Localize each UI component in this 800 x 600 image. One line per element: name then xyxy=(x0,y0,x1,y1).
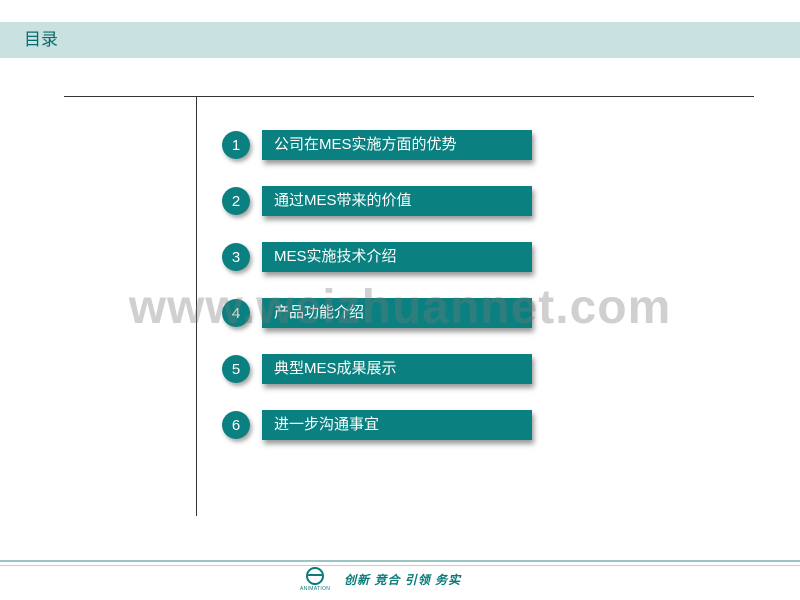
logo-icon xyxy=(306,567,324,585)
toc-label-bar: MES实施技术介绍 xyxy=(262,242,532,272)
toc-label-bar: 公司在MES实施方面的优势 xyxy=(262,130,532,160)
toc-number-badge: 2 xyxy=(222,187,250,215)
toc-item: 1 公司在MES实施方面的优势 xyxy=(222,130,532,160)
toc-label-bar: 典型MES成果展示 xyxy=(262,354,532,384)
toc-item: 3 MES实施技术介绍 xyxy=(222,242,532,272)
footer-divider-thick xyxy=(0,560,800,562)
header-band xyxy=(0,22,800,58)
toc-item: 4 产品功能介绍 xyxy=(222,298,532,328)
toc-item: 5 典型MES成果展示 xyxy=(222,354,532,384)
footer: ANIMATION 创新 竞合 引领 务实 xyxy=(300,567,461,592)
toc-number-badge: 6 xyxy=(222,411,250,439)
logo: ANIMATION xyxy=(300,567,330,592)
footer-divider-thin xyxy=(0,565,800,566)
page-title: 目录 xyxy=(24,22,58,58)
horizontal-divider xyxy=(64,96,754,97)
vertical-divider xyxy=(196,96,197,516)
toc-label-bar: 产品功能介绍 xyxy=(262,298,532,328)
toc-list: 1 公司在MES实施方面的优势 2 通过MES带来的价值 3 MES实施技术介绍… xyxy=(222,130,532,466)
toc-number-badge: 5 xyxy=(222,355,250,383)
toc-item: 2 通过MES带来的价值 xyxy=(222,186,532,216)
footer-slogan: 创新 竞合 引领 务实 xyxy=(344,571,461,588)
toc-number-badge: 1 xyxy=(222,131,250,159)
toc-label-bar: 通过MES带来的价值 xyxy=(262,186,532,216)
logo-label: ANIMATION xyxy=(300,586,330,592)
toc-number-badge: 3 xyxy=(222,243,250,271)
toc-label-bar: 进一步沟通事宜 xyxy=(262,410,532,440)
toc-item: 6 进一步沟通事宜 xyxy=(222,410,532,440)
toc-number-badge: 4 xyxy=(222,299,250,327)
